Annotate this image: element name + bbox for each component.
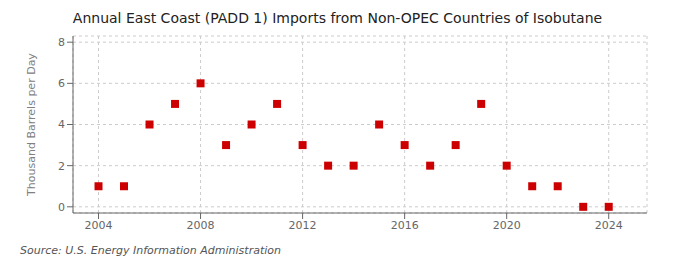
svg-text:2: 2	[58, 160, 65, 173]
svg-text:2024: 2024	[595, 219, 623, 232]
svg-text:2012: 2012	[289, 219, 317, 232]
svg-text:2008: 2008	[187, 219, 215, 232]
svg-text:0: 0	[58, 201, 65, 214]
svg-text:2020: 2020	[493, 219, 521, 232]
svg-text:Thousand Barrels per Day: Thousand Barrels per Day	[25, 53, 38, 197]
svg-text:4: 4	[58, 118, 65, 131]
svg-text:6: 6	[58, 77, 65, 90]
html-text:Source: U.S. Energy Informatio: Source: U.S. Energy Information Administ…	[20, 244, 281, 257]
svg-text:2016: 2016	[391, 219, 419, 232]
svg-text:2004: 2004	[85, 219, 113, 232]
html-text:Annual East Coast (PADD 1) Imp: Annual East Coast (PADD 1) Imports from …	[72, 10, 603, 26]
svg-text:8: 8	[58, 36, 65, 49]
